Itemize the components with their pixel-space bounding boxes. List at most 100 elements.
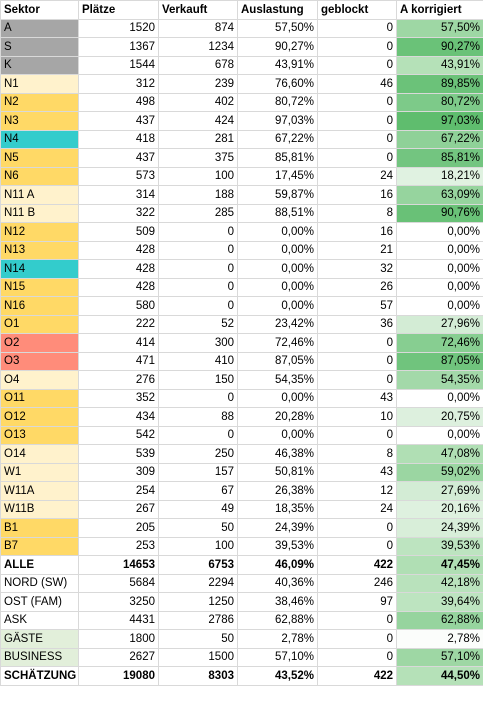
cell-geblockt[interactable]: 97 xyxy=(317,592,397,612)
cell-sektor[interactable]: N4 xyxy=(0,129,79,149)
cell-a-korrigiert[interactable]: 0,00% xyxy=(396,388,483,408)
cell-auslastung[interactable]: 0,00% xyxy=(237,277,318,297)
cell-geblockt[interactable]: 24 xyxy=(317,499,397,519)
cell-auslastung[interactable]: 39,53% xyxy=(237,536,318,556)
cell-plaetze[interactable]: 1367 xyxy=(78,37,159,57)
header-verkauft[interactable]: Verkauft xyxy=(158,0,238,20)
cell-auslastung[interactable]: 62,88% xyxy=(237,610,318,630)
cell-verkauft[interactable]: 281 xyxy=(158,129,238,149)
cell-plaetze[interactable]: 437 xyxy=(78,111,159,131)
cell-geblockt[interactable]: 8 xyxy=(317,444,397,464)
cell-auslastung[interactable]: 23,42% xyxy=(237,314,318,334)
cell-geblockt[interactable]: 8 xyxy=(317,203,397,223)
cell-verkauft[interactable]: 50 xyxy=(158,629,238,649)
cell-plaetze[interactable]: 314 xyxy=(78,185,159,205)
cell-a-korrigiert[interactable]: 2,78% xyxy=(396,629,483,649)
cell-auslastung[interactable]: 43,91% xyxy=(237,55,318,75)
cell-a-korrigiert[interactable]: 0,00% xyxy=(396,425,483,445)
cell-verkauft[interactable]: 0 xyxy=(158,388,238,408)
cell-auslastung[interactable]: 57,10% xyxy=(237,647,318,667)
cell-geblockt[interactable]: 43 xyxy=(317,462,397,482)
cell-plaetze[interactable]: 542 xyxy=(78,425,159,445)
cell-auslastung[interactable]: 46,38% xyxy=(237,444,318,464)
cell-a-korrigiert[interactable]: 24,39% xyxy=(396,518,483,538)
cell-auslastung[interactable]: 50,81% xyxy=(237,462,318,482)
cell-geblockt[interactable]: 246 xyxy=(317,573,397,593)
cell-plaetze[interactable]: 1544 xyxy=(78,55,159,75)
cell-auslastung[interactable]: 40,36% xyxy=(237,573,318,593)
cell-verkauft[interactable]: 300 xyxy=(158,333,238,353)
cell-sektor[interactable]: N11 A xyxy=(0,185,79,205)
cell-verkauft[interactable]: 410 xyxy=(158,351,238,371)
cell-auslastung[interactable]: 18,35% xyxy=(237,499,318,519)
cell-auslastung[interactable]: 97,03% xyxy=(237,111,318,131)
cell-a-korrigiert[interactable]: 27,69% xyxy=(396,481,483,501)
cell-verkauft[interactable]: 1234 xyxy=(158,37,238,57)
cell-sektor[interactable]: S xyxy=(0,37,79,57)
cell-a-korrigiert[interactable]: 20,16% xyxy=(396,499,483,519)
cell-plaetze[interactable]: 428 xyxy=(78,277,159,297)
cell-sektor[interactable]: N1 xyxy=(0,74,79,94)
cell-plaetze[interactable]: 253 xyxy=(78,536,159,556)
cell-plaetze[interactable]: 254 xyxy=(78,481,159,501)
cell-sektor[interactable]: SCHÄTZUNG xyxy=(0,666,79,686)
cell-auslastung[interactable]: 43,52% xyxy=(237,666,318,686)
cell-a-korrigiert[interactable]: 44,50% xyxy=(396,666,483,686)
cell-a-korrigiert[interactable]: 89,85% xyxy=(396,74,483,94)
cell-sektor[interactable]: NORD (SW) xyxy=(0,573,79,593)
cell-auslastung[interactable]: 80,72% xyxy=(237,92,318,112)
cell-verkauft[interactable]: 49 xyxy=(158,499,238,519)
cell-geblockt[interactable]: 0 xyxy=(317,647,397,667)
cell-plaetze[interactable]: 1520 xyxy=(78,18,159,38)
cell-a-korrigiert[interactable]: 39,64% xyxy=(396,592,483,612)
cell-a-korrigiert[interactable]: 0,00% xyxy=(396,259,483,279)
header-auslastung[interactable]: Auslastung xyxy=(237,0,318,20)
cell-auslastung[interactable]: 20,28% xyxy=(237,407,318,427)
cell-a-korrigiert[interactable]: 0,00% xyxy=(396,296,483,316)
cell-auslastung[interactable]: 38,46% xyxy=(237,592,318,612)
cell-auslastung[interactable]: 0,00% xyxy=(237,296,318,316)
cell-verkauft[interactable]: 8303 xyxy=(158,666,238,686)
cell-sektor[interactable]: N16 xyxy=(0,296,79,316)
cell-verkauft[interactable]: 157 xyxy=(158,462,238,482)
cell-a-korrigiert[interactable]: 63,09% xyxy=(396,185,483,205)
cell-auslastung[interactable]: 2,78% xyxy=(237,629,318,649)
header-sektor[interactable]: Sektor xyxy=(0,0,79,20)
cell-verkauft[interactable]: 0 xyxy=(158,277,238,297)
cell-auslastung[interactable]: 59,87% xyxy=(237,185,318,205)
cell-a-korrigiert[interactable]: 87,05% xyxy=(396,351,483,371)
cell-geblockt[interactable]: 46 xyxy=(317,74,397,94)
cell-a-korrigiert[interactable]: 0,00% xyxy=(396,240,483,260)
cell-auslastung[interactable]: 0,00% xyxy=(237,388,318,408)
cell-sektor[interactable]: N5 xyxy=(0,148,79,168)
cell-plaetze[interactable]: 14653 xyxy=(78,555,159,575)
cell-auslastung[interactable]: 67,22% xyxy=(237,129,318,149)
header-geblockt[interactable]: geblockt xyxy=(317,0,397,20)
cell-verkauft[interactable]: 1250 xyxy=(158,592,238,612)
cell-sektor[interactable]: N14 xyxy=(0,259,79,279)
cell-plaetze[interactable]: 509 xyxy=(78,222,159,242)
cell-auslastung[interactable]: 24,39% xyxy=(237,518,318,538)
cell-a-korrigiert[interactable]: 20,75% xyxy=(396,407,483,427)
cell-sektor[interactable]: O3 xyxy=(0,351,79,371)
cell-auslastung[interactable]: 88,51% xyxy=(237,203,318,223)
cell-auslastung[interactable]: 76,60% xyxy=(237,74,318,94)
cell-a-korrigiert[interactable]: 80,72% xyxy=(396,92,483,112)
cell-sektor[interactable]: O11 xyxy=(0,388,79,408)
header-a-korrigiert[interactable]: A korrigiert xyxy=(396,0,483,20)
cell-a-korrigiert[interactable]: 90,27% xyxy=(396,37,483,57)
cell-verkauft[interactable]: 88 xyxy=(158,407,238,427)
cell-geblockt[interactable]: 422 xyxy=(317,666,397,686)
cell-geblockt[interactable]: 0 xyxy=(317,55,397,75)
cell-geblockt[interactable]: 57 xyxy=(317,296,397,316)
cell-plaetze[interactable]: 1800 xyxy=(78,629,159,649)
cell-plaetze[interactable]: 4431 xyxy=(78,610,159,630)
cell-auslastung[interactable]: 54,35% xyxy=(237,370,318,390)
cell-sektor[interactable]: N15 xyxy=(0,277,79,297)
cell-plaetze[interactable]: 322 xyxy=(78,203,159,223)
cell-a-korrigiert[interactable]: 47,45% xyxy=(396,555,483,575)
header-plaetze[interactable]: Plätze xyxy=(78,0,159,20)
cell-plaetze[interactable]: 580 xyxy=(78,296,159,316)
cell-sektor[interactable]: N3 xyxy=(0,111,79,131)
cell-verkauft[interactable]: 67 xyxy=(158,481,238,501)
